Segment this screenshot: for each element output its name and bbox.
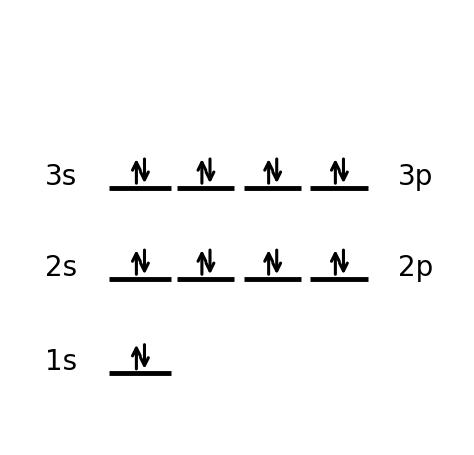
Text: 3p: 3p	[398, 163, 433, 191]
Text: 2p: 2p	[398, 254, 433, 282]
Text: 2s: 2s	[45, 254, 77, 282]
Text: 1s: 1s	[45, 349, 77, 376]
Text: 3s: 3s	[45, 163, 77, 191]
